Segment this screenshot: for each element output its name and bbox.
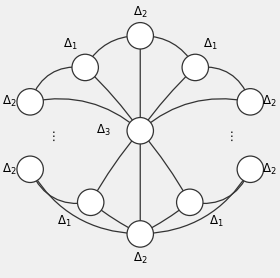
Circle shape [78,189,104,215]
Circle shape [127,118,153,144]
Text: $\Delta_3$: $\Delta_3$ [96,123,110,138]
Text: $\Delta_2$: $\Delta_2$ [2,162,17,177]
Circle shape [17,156,43,182]
Text: $\Delta_1$: $\Delta_1$ [63,36,77,52]
Text: $\Delta_1$: $\Delta_1$ [209,214,223,229]
Circle shape [177,189,203,215]
Circle shape [72,54,98,81]
Text: $\Delta_2$: $\Delta_2$ [133,251,148,266]
Circle shape [237,156,263,182]
Text: $\Delta_2$: $\Delta_2$ [262,94,277,110]
Circle shape [127,221,153,247]
Circle shape [17,89,43,115]
Circle shape [237,89,263,115]
Circle shape [182,54,209,81]
Text: $\vdots$: $\vdots$ [46,130,55,143]
Text: $\Delta_1$: $\Delta_1$ [57,214,72,229]
Text: $\Delta_2$: $\Delta_2$ [133,5,148,20]
Text: $\Delta_2$: $\Delta_2$ [2,94,17,110]
Text: $\vdots$: $\vdots$ [225,130,234,143]
Text: $\Delta_1$: $\Delta_1$ [203,36,218,52]
Circle shape [127,23,153,49]
Text: $\Delta_2$: $\Delta_2$ [262,162,277,177]
